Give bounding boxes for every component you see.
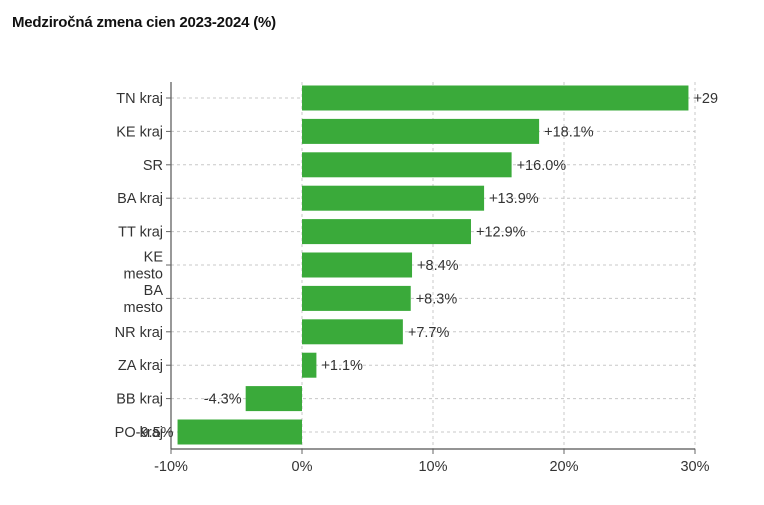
data-label: -9.5% xyxy=(136,425,174,441)
x-tick-label: -10% xyxy=(154,459,188,475)
x-tick-label: 0% xyxy=(292,459,313,475)
bar xyxy=(245,386,302,412)
x-tick-label: 10% xyxy=(418,459,447,475)
category-label: BB kraj xyxy=(116,392,163,408)
bar xyxy=(302,85,689,111)
bar xyxy=(302,319,403,345)
data-label: +8.3% xyxy=(416,291,458,307)
data-label: +7.7% xyxy=(408,325,450,341)
chart-title: Medziročná zmena cien 2023-2024 (%) xyxy=(12,14,276,31)
category-label: TN kraj xyxy=(116,91,163,107)
data-label: +12.9% xyxy=(476,225,526,241)
category-label: KE mesto xyxy=(124,250,164,283)
bar xyxy=(302,185,485,211)
category-label: SR xyxy=(143,158,163,174)
bar xyxy=(302,118,540,144)
x-tick-label: 20% xyxy=(549,459,578,475)
x-tick-label: 30% xyxy=(680,459,709,475)
data-label: +8.4% xyxy=(417,258,459,274)
axes-layer xyxy=(166,82,696,454)
category-label: ZA kraj xyxy=(118,358,163,374)
data-label: +29 xyxy=(693,91,718,107)
bar xyxy=(302,352,317,378)
bar xyxy=(302,252,413,278)
data-label: +1.1% xyxy=(321,358,363,374)
data-label: -4.3% xyxy=(204,392,242,408)
bar xyxy=(302,152,512,178)
bar xyxy=(302,219,471,245)
category-label: BA mesto xyxy=(124,283,164,316)
data-label: +13.9% xyxy=(489,191,539,207)
category-label: NR kraj xyxy=(115,325,163,341)
bar xyxy=(177,419,302,445)
category-label: BA kraj xyxy=(117,191,163,207)
category-label: PO kraj xyxy=(115,425,163,441)
data-label: +18.1% xyxy=(544,124,594,140)
bars-layer xyxy=(177,85,689,445)
category-label: KE kraj xyxy=(116,124,163,140)
bar xyxy=(302,285,411,311)
data-label: +16.0% xyxy=(517,158,567,174)
labels-layer: -10% 0% 10% 20% 30% +29 +18.1% +16.0% +13.9% +12.… xyxy=(115,91,718,475)
category-label: TT kraj xyxy=(118,225,163,241)
